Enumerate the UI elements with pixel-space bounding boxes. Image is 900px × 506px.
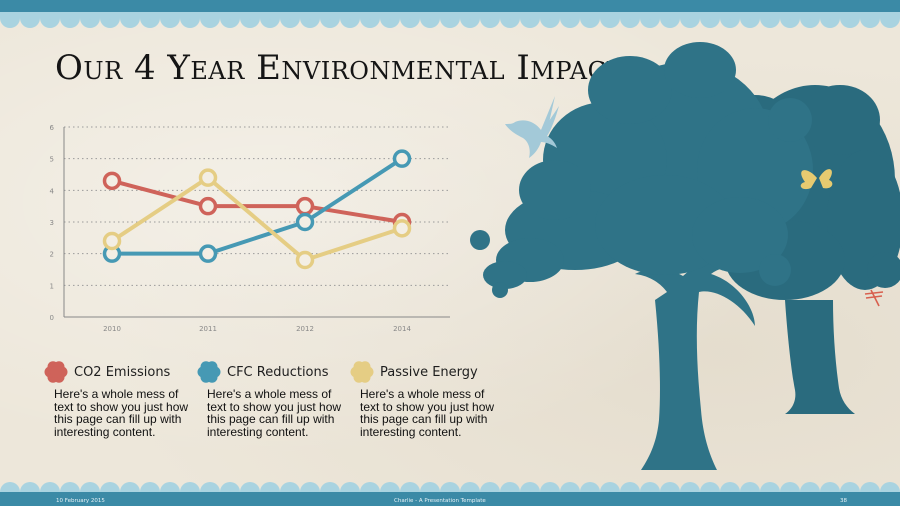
bottom-scallop-border bbox=[0, 482, 900, 492]
legend-description: Here's a whole mess of text to show you … bbox=[207, 387, 342, 439]
y-tick-label: 0 bbox=[50, 314, 54, 322]
flower-icon bbox=[350, 361, 374, 383]
footer-date: 10 February 2015 bbox=[56, 498, 105, 504]
data-point bbox=[102, 231, 122, 251]
x-tick-label: 2010 bbox=[103, 325, 121, 333]
top-band bbox=[0, 0, 900, 12]
flower-icon bbox=[44, 361, 68, 383]
butterfly-icon bbox=[800, 169, 833, 190]
top-band-light bbox=[0, 12, 900, 18]
footer-page-number: 38 bbox=[840, 498, 847, 504]
line-chart: 0 1 2 3 4 5 6 2010 2011 2012 2014 bbox=[40, 118, 460, 340]
x-tick-label: 2011 bbox=[199, 325, 217, 333]
data-point bbox=[392, 219, 412, 238]
footer-center: Charlie - A Presentation Template bbox=[394, 498, 486, 504]
front-tree bbox=[470, 42, 813, 470]
data-point bbox=[102, 171, 122, 191]
legend-description: Here's a whole mess of text to show you … bbox=[54, 387, 189, 439]
data-point bbox=[295, 196, 315, 216]
legend-item-cfc: CFC Reductions bbox=[197, 358, 329, 386]
data-point bbox=[392, 149, 412, 168]
x-tick-label: 2014 bbox=[393, 325, 411, 333]
slide-title: Our 4 Year Environmental Impact bbox=[55, 48, 623, 88]
y-tick-label: 4 bbox=[50, 187, 55, 195]
x-tick-label: 2012 bbox=[296, 325, 314, 333]
y-tick-label: 5 bbox=[50, 156, 54, 164]
y-tick-label: 3 bbox=[50, 219, 54, 227]
y-tick-label: 2 bbox=[50, 251, 54, 259]
legend-item-passive: Passive Energy bbox=[350, 358, 478, 386]
legend-description: Here's a whole mess of text to show you … bbox=[360, 387, 495, 439]
data-point bbox=[198, 196, 218, 216]
bottom-band bbox=[0, 492, 900, 506]
data-point bbox=[295, 212, 315, 232]
legend-label: CFC Reductions bbox=[227, 364, 329, 380]
legend-label: CO2 Emissions bbox=[74, 364, 171, 380]
hummingbird-icon bbox=[505, 96, 559, 158]
data-point bbox=[198, 168, 218, 187]
y-tick-label: 1 bbox=[50, 282, 54, 290]
series-line bbox=[110, 175, 403, 262]
flower-icon bbox=[197, 361, 221, 383]
series-line bbox=[112, 156, 404, 256]
legend-label: Passive Energy bbox=[380, 364, 478, 380]
data-point bbox=[198, 244, 218, 263]
series-line bbox=[111, 178, 403, 224]
dragonfly-icon bbox=[864, 289, 884, 307]
top-scallop-border bbox=[0, 18, 900, 28]
y-tick-label: 6 bbox=[50, 124, 55, 132]
data-point bbox=[295, 250, 315, 270]
line-chart-svg: 0 1 2 3 4 5 6 2010 2011 2012 2014 bbox=[50, 124, 450, 333]
tree-illustration bbox=[470, 42, 900, 470]
legend-item-co2: CO2 Emissions bbox=[44, 358, 170, 386]
